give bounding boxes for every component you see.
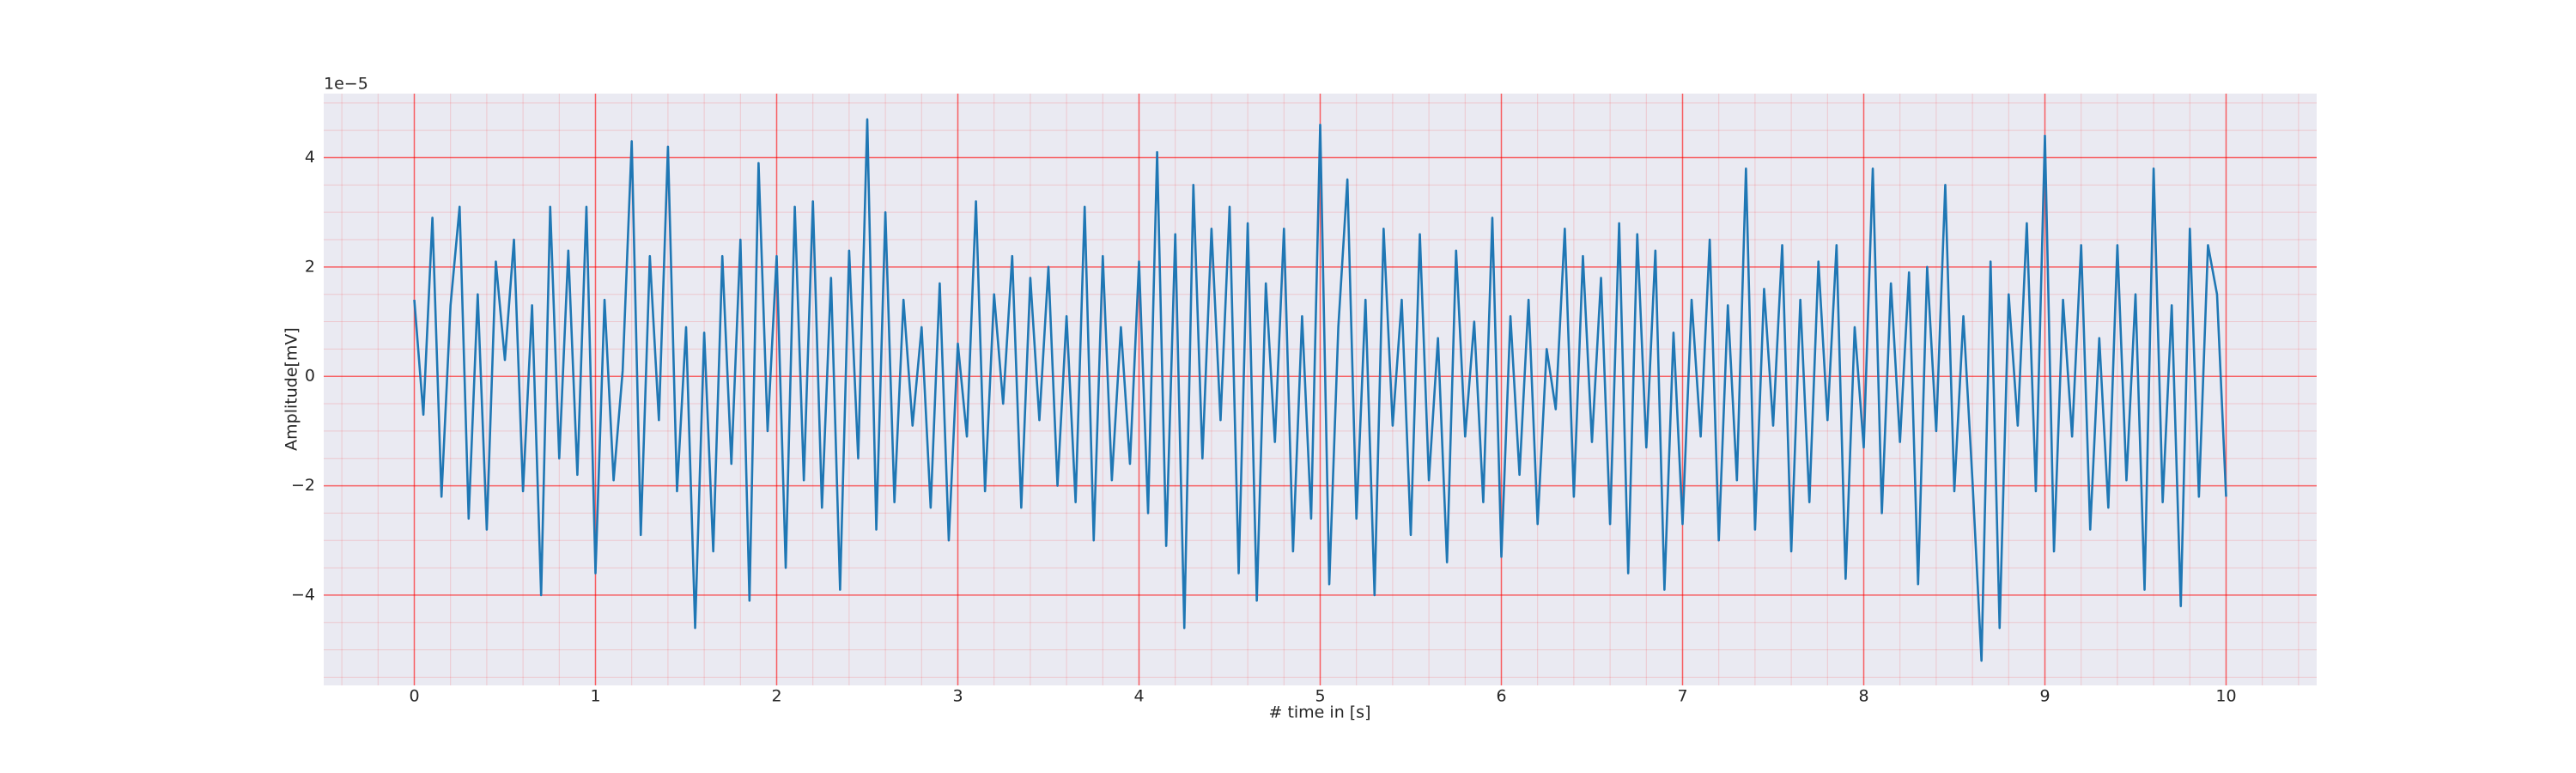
x-tick-label: 8	[1858, 687, 1868, 706]
x-tick-label: 7	[1677, 687, 1687, 706]
data-line	[413, 118, 2227, 662]
x-tick-label: 6	[1496, 687, 1506, 706]
x-tick-label: 9	[2039, 687, 2050, 706]
x-tick-label: 10	[2215, 687, 2236, 706]
x-tick-label: 3	[952, 687, 963, 706]
x-tick-label: 2	[771, 687, 781, 706]
y-offset-label: 1e−5	[324, 75, 368, 94]
y-axis-label: Amplitude[mV]	[283, 327, 301, 451]
x-tick-label: 0	[409, 687, 419, 706]
marks	[413, 118, 2227, 662]
y-tick-label: −2	[291, 476, 315, 495]
y-tick-label: −4	[291, 585, 315, 604]
x-tick-label: 1	[590, 687, 600, 706]
labels: # time in [s] Amplitude[mV] 1e−5 0 1 2 3 4 5 6…	[283, 75, 2237, 722]
x-axis-label: # time in [s]	[1268, 703, 1370, 722]
x-tick-label: 5	[1315, 687, 1325, 706]
x-tick-label: 4	[1133, 687, 1144, 706]
y-tick-label: 2	[305, 257, 315, 276]
y-tick-label: 4	[305, 148, 315, 167]
y-tick-label: 0	[305, 367, 315, 386]
